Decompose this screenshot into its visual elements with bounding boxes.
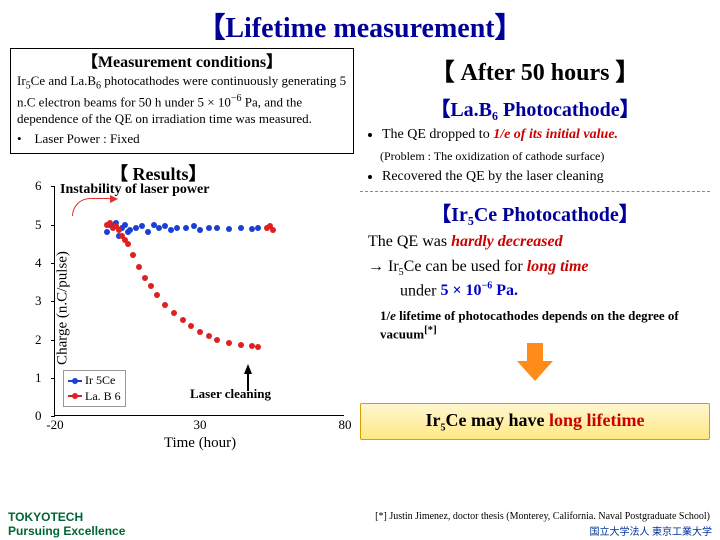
data-point [238,342,244,348]
x-tick: 30 [194,417,207,433]
lab6-bullet-1: The QE dropped to 1/e of its initial val… [382,126,710,145]
footer-right: 国立大学法人 東京工業大学 [590,523,713,538]
data-point [226,340,232,346]
after-heading: 【 After 50 hours 】 [360,52,710,87]
data-point [174,225,180,231]
chart-area: 【 Results】 Instability of laser power Ch… [10,158,354,458]
legend: Ir 5Ce La. B 6 [63,370,126,407]
lab6-problem: (Problem : The oxidization of cathode su… [380,149,710,164]
y-tick: 0 [35,408,42,424]
y-tick: 2 [35,332,42,348]
laser-cleaning-label: Laser cleaning [190,386,271,402]
legend-item-lab6: La. B 6 [68,389,121,405]
legend-swatch-icon [68,380,82,382]
conclusion-box: Ir5Ce may have long lifetime [360,403,710,441]
data-point [214,337,220,343]
y-tick: 3 [35,293,42,309]
data-point [197,329,203,335]
x-tick: 80 [339,417,352,433]
data-point [206,225,212,231]
data-point [226,226,232,232]
data-point [197,227,203,233]
scatter-plot: Ir 5Ce La. B 6 0123456-203080 [54,186,344,416]
data-point [206,333,212,339]
tokyo-tech-logo: TOKYOTECH Pursuing Excellence [8,510,125,538]
ir5ce-line2: → Ir5Ce can be used for long time under … [368,256,710,302]
data-point [214,225,220,231]
ir5ce-heading: 【Ir₅Ce Photocathode】 [360,198,710,227]
y-tick: 4 [35,255,42,271]
data-point [162,302,168,308]
legend-item-ir5ce: Ir 5Ce [68,373,121,389]
data-point [270,227,276,233]
data-point [145,229,151,235]
data-point [154,292,160,298]
data-point [238,225,244,231]
conditions-body: Ir5Ce and La.B6 photocathodes were conti… [17,73,347,127]
y-tick: 1 [35,370,42,386]
lab6-bullet-2: Recovered the QE by the laser cleaning [382,168,710,187]
data-point [125,241,131,247]
y-tick: 6 [35,178,42,194]
data-point [130,252,136,258]
data-point [142,275,148,281]
conditions-heading: 【Measurement conditions】 [17,53,347,73]
laser-cleaning-arrow-icon [244,364,252,374]
legend-label: La. B 6 [85,389,121,405]
data-point [171,310,177,316]
y-tick: 5 [35,217,42,233]
divider [360,191,710,192]
footer-left-2: Pursuing Excellence [8,524,125,538]
data-point [139,223,145,229]
conditions-box: 【Measurement conditions】 Ir5Ce and La.B6… [10,48,354,154]
legend-label: Ir 5Ce [85,373,115,389]
left-column: 【Measurement conditions】 Ir5Ce and La.B6… [0,48,360,458]
ir5ce-line1: The QE was hardly decreased [368,231,710,253]
data-point [255,344,261,350]
depends-note: 1/e lifetime of photocathodes depends on… [380,308,706,343]
data-point [188,323,194,329]
x-axis-label: Time (hour) [164,435,236,452]
arrow-down-icon [517,361,553,381]
lab6-heading: 【La.B₆ Photocathode】 [360,93,710,122]
main-columns: 【Measurement conditions】 Ir5Ce and La.B6… [0,48,720,458]
data-point [104,229,110,235]
lab6-bullets: The QE dropped to 1/e of its initial val… [368,126,710,145]
data-point [180,317,186,323]
x-tick: -20 [46,417,63,433]
arrow-container [360,361,710,399]
page-title: 【Lifetime measurement】 [0,0,720,48]
data-point [148,283,154,289]
footer-left-1: TOKYOTECH [8,510,125,524]
right-column: 【 After 50 hours 】 【La.B₆ Photocathode】 … [360,48,720,458]
footer: TOKYOTECH Pursuing Excellence 国立大学法人 東京工… [0,510,720,538]
legend-swatch-icon [68,395,82,397]
data-point [122,222,128,228]
data-point [255,225,261,231]
data-point [183,225,189,231]
data-point [136,264,142,270]
lab6-bullets-2: Recovered the QE by the laser cleaning [368,168,710,187]
laser-power-bullet: • Laser Power : Fixed [17,131,347,147]
